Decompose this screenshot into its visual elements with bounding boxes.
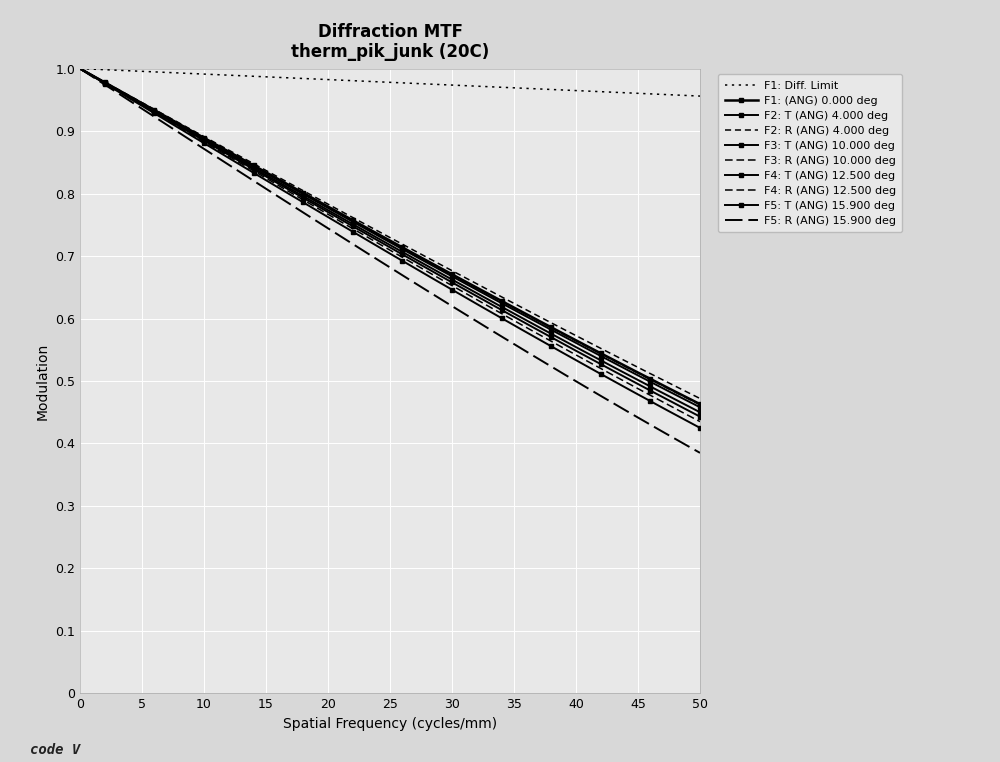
Y-axis label: Modulation: Modulation <box>36 342 50 420</box>
Text: code V: code V <box>30 744 80 757</box>
X-axis label: Spatial Frequency (cycles/mm): Spatial Frequency (cycles/mm) <box>283 717 497 731</box>
Title: Diffraction MTF
therm_pik_junk (20C): Diffraction MTF therm_pik_junk (20C) <box>291 23 489 62</box>
Legend: F1: Diff. Limit, F1: (ANG) 0.000 deg, F2: T (ANG) 4.000 deg, F2: R (ANG) 4.000 d: F1: Diff. Limit, F1: (ANG) 0.000 deg, F2… <box>718 74 902 232</box>
